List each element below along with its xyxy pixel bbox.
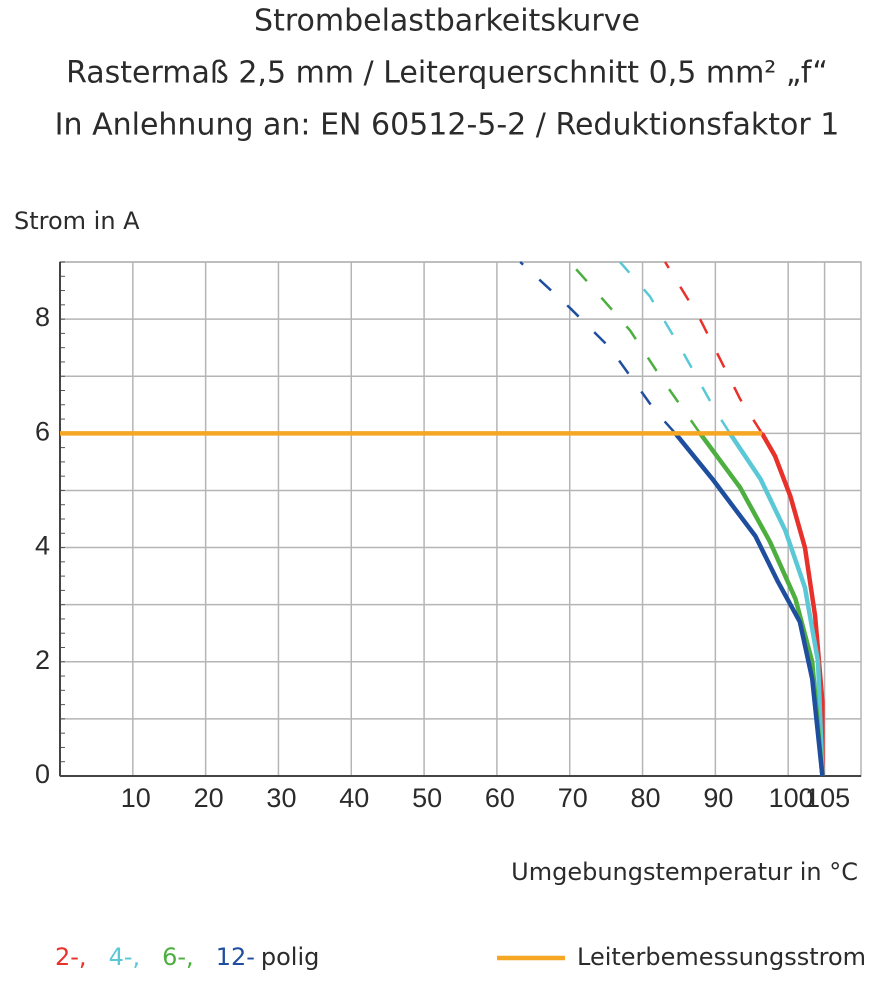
x-tick-label: 50	[412, 783, 442, 813]
chart-subtitle: In Anlehnung an: EN 60512-5-2 / Reduktio…	[55, 108, 840, 143]
legend-suffix: polig	[261, 943, 320, 971]
x-tick-label: 10	[121, 783, 151, 813]
y-tick-label: 6	[35, 416, 50, 446]
x-tick-label: 80	[631, 783, 661, 813]
legend-label: 2-,	[55, 943, 87, 971]
y-tick-label: 0	[35, 759, 50, 789]
legend-label: 6-,	[162, 943, 194, 971]
x-tick-label: 105	[805, 783, 850, 813]
legend-label: Leiterbemessungsstrom	[577, 943, 866, 971]
series-line	[760, 432, 825, 776]
series-extension	[619, 261, 731, 435]
x-tick-label: 90	[703, 783, 733, 813]
x-tick-label: 20	[194, 783, 224, 813]
chart-subtitle: Rastermaß 2,5 mm / Leiterquerschnitt 0,5…	[66, 56, 828, 91]
x-tick-label: 40	[339, 783, 369, 813]
x-axis-label: Umgebungstemperatur in °C	[511, 858, 858, 886]
series-line	[728, 432, 825, 777]
y-axis-label: Strom in A	[14, 207, 140, 235]
x-tick-label: 30	[266, 783, 296, 813]
x-tick-label: 60	[485, 783, 515, 813]
series-line	[673, 431, 825, 777]
series-extension	[664, 261, 764, 435]
legend-label: 4-,	[109, 943, 141, 971]
y-tick-label: 8	[35, 302, 50, 332]
y-tick-label: 2	[35, 645, 50, 675]
x-tick-label: 100	[769, 783, 814, 813]
chart-title: Strombelastbarkeitskurve	[254, 4, 640, 39]
series-extension	[519, 261, 677, 435]
series-extension	[568, 261, 702, 435]
x-tick-label: 70	[558, 783, 588, 813]
legend-label: 12-	[216, 943, 255, 971]
y-tick-label: 4	[35, 531, 50, 561]
